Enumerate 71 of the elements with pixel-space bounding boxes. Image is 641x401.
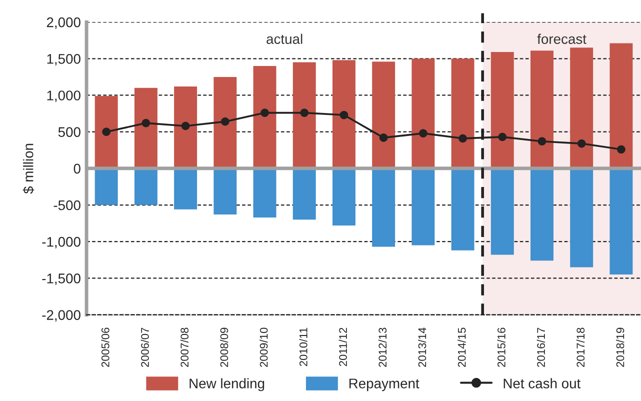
y-tick-label: -500	[54, 200, 80, 210]
point	[458, 134, 467, 143]
point	[181, 122, 190, 130]
x-tick-label: 2011/12	[338, 328, 347, 366]
x-tick-label: 2006/07	[140, 328, 149, 367]
x-tick-label: 2008/09	[220, 328, 228, 367]
legend-label: Net cash out	[504, 378, 581, 388]
bar	[372, 62, 396, 168]
bar	[94, 168, 118, 206]
x-tick-label: 2017/18	[576, 328, 585, 367]
x-tick-label: 2009/10	[260, 328, 268, 367]
bar	[372, 168, 396, 247]
y-tick-label: 1,000	[47, 90, 80, 102]
y-tick-label: -2,000	[42, 310, 80, 322]
y-tick-label: 1,500	[47, 54, 80, 66]
annotation: actual	[266, 34, 302, 44]
bar	[332, 60, 356, 168]
bar	[530, 50, 554, 168]
bar	[174, 168, 198, 210]
bar	[412, 58, 435, 168]
y-tick-label: -1,000	[42, 236, 80, 248]
bar	[332, 168, 356, 226]
bar	[214, 168, 237, 215]
point	[498, 132, 507, 142]
y-tick-label: 500	[58, 127, 80, 137]
point	[617, 145, 626, 154]
bar	[490, 52, 514, 168]
bar	[451, 58, 474, 168]
point	[379, 134, 388, 142]
x-tick-label: 2013/14	[418, 328, 426, 367]
bar	[174, 86, 198, 168]
bar	[134, 168, 158, 206]
bar	[570, 48, 594, 168]
x-tick-label: 2018/19	[616, 328, 624, 367]
x-tick-label: 2016/17	[536, 328, 545, 367]
x-tick-label: 2007/08	[180, 328, 189, 367]
y-tick-label: -1,500	[42, 274, 80, 286]
bar	[253, 66, 276, 168]
x-tick-label: 2010/11	[299, 328, 308, 366]
x-tick-label: 2005/06	[101, 328, 110, 367]
bar	[94, 96, 118, 168]
y-tick-label: 2,000	[46, 17, 80, 29]
bar	[412, 168, 435, 246]
legend-label: New lending	[190, 378, 264, 392]
x-tick-label: 2014/15	[458, 328, 466, 367]
y-tick-label: 0	[74, 164, 80, 174]
bar	[451, 168, 474, 250]
bar	[610, 168, 633, 275]
point	[538, 137, 546, 146]
bar	[530, 168, 554, 261]
point	[102, 128, 111, 136]
point	[260, 108, 269, 117]
x-tick-label: 2012/13	[378, 328, 387, 367]
point	[142, 118, 150, 128]
point	[220, 117, 230, 126]
y-axis-title: $ million	[22, 144, 34, 194]
bar	[490, 168, 514, 255]
band-label: forecast	[537, 34, 586, 44]
point	[419, 129, 428, 138]
bar	[134, 88, 158, 168]
bar	[610, 43, 633, 168]
bar	[570, 168, 594, 268]
legend-label: Repayment	[349, 378, 420, 392]
point	[300, 108, 309, 117]
bar	[292, 62, 316, 168]
bar	[253, 168, 276, 218]
bar	[292, 168, 316, 220]
point	[577, 139, 586, 148]
x-tick-label: 2015/16	[497, 328, 506, 367]
bar	[214, 76, 237, 168]
point	[340, 110, 348, 120]
